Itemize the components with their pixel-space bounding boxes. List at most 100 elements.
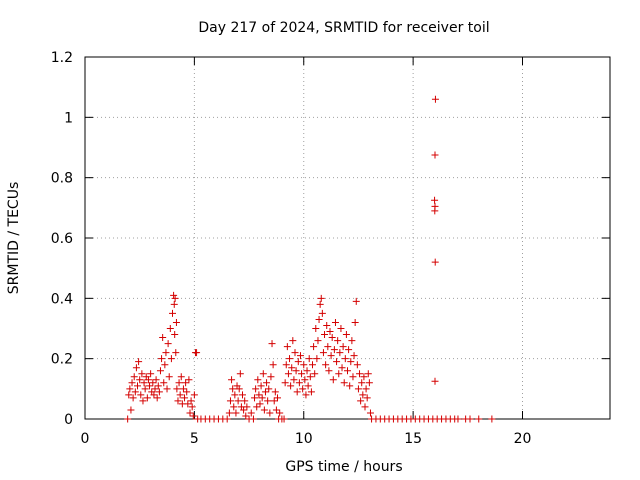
x-tick-label: 15	[404, 431, 422, 447]
data-point	[294, 358, 302, 366]
data-point	[331, 318, 339, 326]
data-point	[167, 355, 175, 363]
data-point	[354, 385, 362, 393]
data-point	[136, 376, 144, 384]
data-point	[272, 406, 280, 414]
data-point	[132, 364, 140, 372]
data-point	[315, 315, 323, 323]
data-point	[154, 382, 162, 390]
data-point	[193, 349, 201, 357]
chart-title: Day 217 of 2024, SRMTID for receiver toi…	[198, 20, 489, 36]
data-point	[302, 391, 310, 399]
data-point	[226, 397, 234, 405]
data-point	[307, 388, 315, 396]
data-point	[319, 349, 327, 357]
data-point	[251, 394, 259, 402]
data-point	[299, 385, 307, 393]
data-point	[364, 370, 372, 378]
data-point	[223, 415, 231, 423]
data-point	[301, 376, 309, 384]
data-point	[346, 382, 354, 390]
x-tick-label: 5	[190, 431, 199, 447]
data-point	[330, 346, 338, 354]
data-point	[125, 391, 133, 399]
data-point	[339, 343, 347, 351]
data-point	[166, 325, 174, 332]
data-point	[181, 394, 189, 402]
data-point	[300, 361, 308, 369]
data-point	[311, 370, 319, 378]
data-point	[312, 325, 320, 332]
data-point	[333, 358, 341, 366]
data-point	[267, 373, 275, 381]
data-point	[235, 385, 243, 393]
data-point	[131, 388, 139, 396]
data-point	[336, 349, 344, 357]
data-point	[431, 95, 439, 103]
data-point	[295, 379, 303, 387]
data-point	[240, 406, 248, 414]
data-point	[289, 337, 297, 345]
data-point	[309, 361, 316, 369]
data-point	[183, 388, 191, 396]
data-point	[318, 309, 326, 317]
data-point	[174, 397, 182, 405]
data-point	[173, 385, 181, 393]
data-point	[362, 385, 370, 393]
data-point	[316, 300, 324, 308]
data-point	[247, 409, 255, 417]
data-point	[164, 340, 172, 348]
data-point	[293, 388, 301, 396]
data-point	[230, 403, 238, 411]
data-point	[296, 352, 304, 360]
data-point	[269, 361, 277, 369]
data-point	[348, 337, 356, 345]
data-point	[431, 196, 439, 204]
y-tick-label: 0.8	[51, 171, 73, 187]
data-point	[138, 370, 146, 378]
data-point	[153, 394, 161, 402]
data-point	[188, 403, 196, 411]
data-point	[137, 391, 145, 399]
data-point	[151, 385, 159, 393]
data-point	[124, 415, 132, 423]
data-point	[171, 294, 179, 302]
x-tick-label: 0	[81, 431, 90, 447]
data-point	[268, 340, 276, 348]
data-point	[475, 415, 483, 423]
data-point	[150, 391, 158, 399]
data-point	[314, 337, 322, 345]
data-point	[236, 370, 244, 378]
data-point	[143, 394, 151, 402]
data-point	[259, 370, 267, 378]
data-point	[365, 379, 373, 387]
data-point	[265, 385, 273, 393]
data-point	[290, 376, 298, 384]
y-tick-label: 0.2	[51, 352, 73, 368]
data-point	[231, 391, 239, 399]
data-point	[225, 409, 233, 417]
data-point	[342, 331, 350, 339]
data-point	[310, 343, 318, 351]
data-point	[261, 388, 269, 396]
data-point	[186, 409, 194, 417]
data-point	[141, 385, 149, 393]
data-point	[326, 328, 334, 336]
axis-ticks: 0 5 10 15 20 0 0.2 0.4 0.6 0.8 1 1.2	[51, 50, 610, 447]
data-point	[234, 397, 242, 405]
data-point	[282, 361, 290, 369]
data-point	[345, 346, 353, 354]
data-point	[228, 376, 236, 384]
data-point	[266, 409, 274, 417]
data-point	[260, 406, 268, 414]
data-point	[284, 370, 292, 378]
data-point	[177, 373, 185, 381]
data-point	[454, 415, 462, 423]
data-point	[140, 379, 148, 387]
data-point	[337, 325, 345, 332]
data-point	[156, 367, 164, 375]
data-point	[149, 379, 157, 387]
data-point	[431, 151, 439, 159]
data-point	[147, 370, 155, 378]
